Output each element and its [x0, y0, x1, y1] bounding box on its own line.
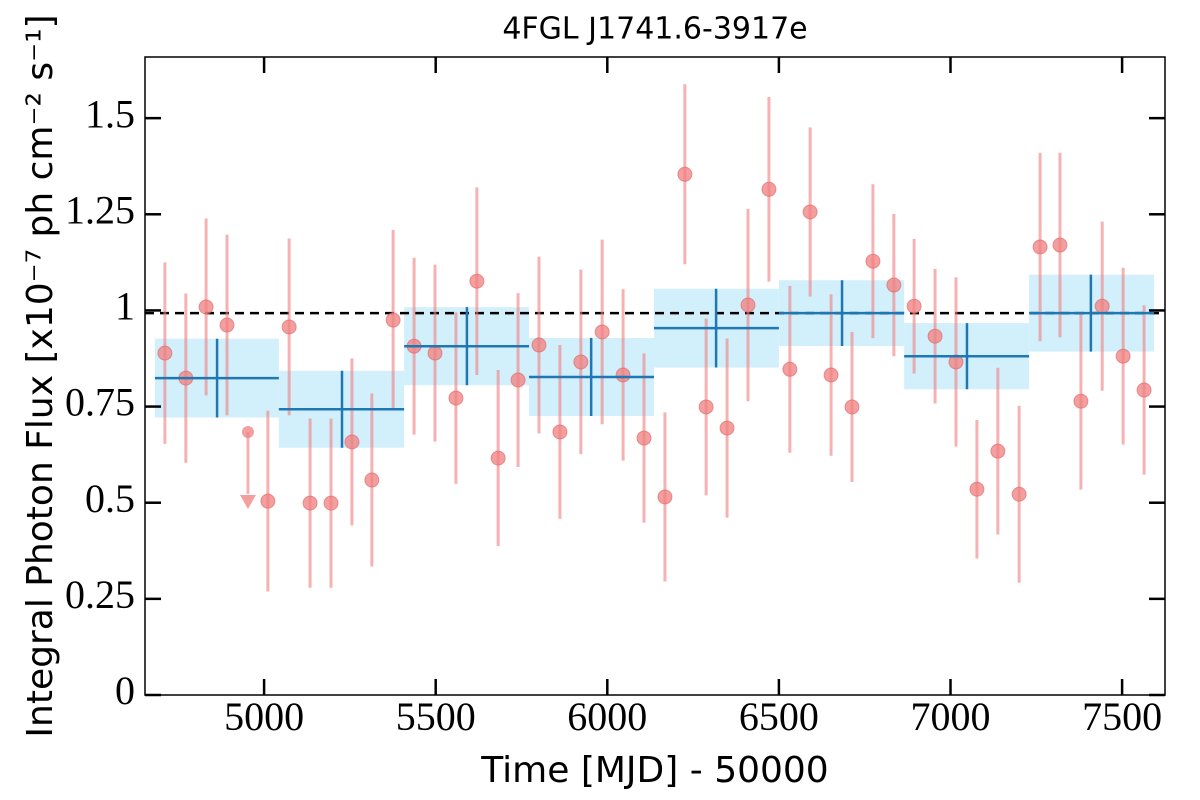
data-point: [802, 204, 818, 220]
data-point: [782, 361, 798, 377]
data-point: [740, 297, 756, 313]
data-point: [698, 399, 714, 415]
upper-limit-arrow: [239, 494, 256, 509]
data-point: [886, 277, 902, 293]
plot-frame: [144, 56, 1166, 696]
x-tick-label: 6000: [567, 694, 647, 739]
data-point: [260, 493, 276, 509]
x-tick-label: 5500: [396, 694, 476, 739]
x-tick-label: 5000: [224, 694, 304, 739]
data-point: [823, 367, 839, 383]
data-point: [364, 472, 380, 488]
chart-title: 4FGL J1741.6-3917e: [502, 12, 807, 47]
data-point: [927, 328, 943, 344]
x-tick-label: 7000: [910, 694, 990, 739]
data-point: [1136, 382, 1152, 398]
data-point: [552, 424, 568, 440]
data-point: [385, 312, 401, 328]
data-point: [865, 253, 881, 269]
data-point: [1073, 393, 1089, 409]
data-point: [281, 319, 297, 335]
data-point: [1115, 348, 1131, 364]
data-point: [844, 399, 860, 415]
data-point: [969, 481, 985, 497]
y-tick-label: 1.5: [85, 91, 135, 136]
data-point: [1094, 298, 1110, 314]
data-point: [302, 495, 318, 511]
data-point: [344, 434, 360, 450]
y-tick-label: 1: [115, 284, 135, 329]
data-point: [198, 299, 214, 315]
data-point: [636, 430, 652, 446]
data-point: [573, 354, 589, 370]
y-tick-label: 1.25: [65, 187, 135, 232]
data-point: [1032, 239, 1048, 255]
data-point: [510, 372, 526, 388]
data-point: [323, 495, 339, 511]
data-point: [490, 450, 506, 466]
data-point: [531, 337, 547, 353]
data-point: [657, 489, 673, 505]
data-point: [219, 317, 235, 333]
y-tick-label: 0: [115, 668, 135, 713]
x-axis-label: Time [MJD] - 50000: [480, 750, 828, 791]
upper-limit-point: [241, 425, 254, 438]
y-tick-label: 0.75: [65, 380, 135, 425]
data-point: [906, 298, 922, 314]
data-point: [427, 345, 443, 361]
x-tick-label: 6500: [739, 694, 819, 739]
data-point: [448, 390, 464, 406]
y-axis-label: Integral Photon Flux [x10⁻⁷ ph cm⁻² s⁻¹]: [20, 14, 61, 737]
y-tick-label: 0.25: [65, 572, 135, 617]
data-point: [990, 443, 1006, 459]
data-point: [761, 181, 777, 197]
data-point: [157, 345, 173, 361]
data-point: [1052, 237, 1068, 253]
data-point: [594, 324, 610, 340]
data-point: [719, 420, 735, 436]
data-point: [677, 166, 693, 182]
x-tick-label: 7500: [1082, 694, 1162, 739]
data-point: [615, 367, 631, 383]
data-point: [1011, 486, 1027, 502]
data-point: [469, 273, 485, 289]
y-tick-label: 0.5: [85, 476, 135, 521]
